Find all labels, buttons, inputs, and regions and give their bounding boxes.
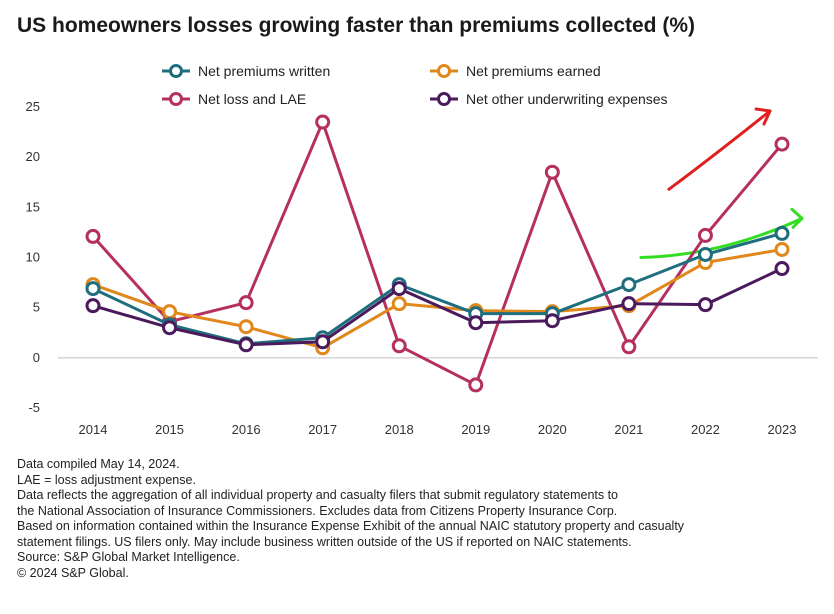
data-point bbox=[621, 339, 637, 355]
legend-entry: Net other underwriting expenses bbox=[430, 91, 668, 107]
y-tick-label: 0 bbox=[33, 350, 40, 365]
legend-swatch-marker bbox=[437, 64, 451, 78]
legend-entry: Net premiums earned bbox=[430, 63, 601, 79]
y-tick-label: 15 bbox=[26, 199, 40, 214]
data-point bbox=[774, 261, 790, 277]
data-point bbox=[238, 295, 254, 311]
data-point bbox=[162, 304, 178, 320]
note-source: Source: S&P Global Market Intelligence. bbox=[17, 550, 240, 564]
note-aggregation-2: the National Association of Insurance Co… bbox=[17, 503, 618, 518]
x-tick-label: 2014 bbox=[79, 422, 108, 437]
note-aggregation-1: Data reflects the aggregation of all ind… bbox=[17, 488, 619, 502]
x-tick-label: 2016 bbox=[232, 422, 261, 437]
x-tick-label: 2021 bbox=[614, 422, 643, 437]
legend-label: Net loss and LAE bbox=[198, 91, 306, 107]
legend-entry: Net loss and LAE bbox=[162, 91, 306, 107]
note-basis-1: Based on information contained within th… bbox=[17, 519, 685, 533]
data-point bbox=[697, 297, 713, 313]
data-point bbox=[315, 334, 331, 350]
data-point bbox=[391, 296, 407, 312]
series-group bbox=[85, 261, 790, 353]
y-tick-label: 10 bbox=[26, 250, 40, 265]
x-tick-label: 2022 bbox=[691, 422, 720, 437]
data-point bbox=[85, 298, 101, 314]
data-point bbox=[391, 338, 407, 354]
data-point bbox=[697, 227, 713, 243]
data-point bbox=[774, 136, 790, 152]
y-tick-label: 20 bbox=[26, 149, 40, 164]
x-tick-label: 2019 bbox=[461, 422, 490, 437]
data-point bbox=[621, 296, 637, 312]
x-tick-label: 2015 bbox=[155, 422, 184, 437]
data-point bbox=[774, 241, 790, 257]
legend-label: Net other underwriting expenses bbox=[466, 91, 668, 107]
chart-title: US homeowners losses growing faster than… bbox=[17, 14, 695, 37]
data-point bbox=[621, 277, 637, 293]
legend: Net premiums written Net premiums earned N… bbox=[162, 63, 668, 107]
x-tick-label: 2018 bbox=[385, 422, 414, 437]
x-tick-label: 2017 bbox=[308, 422, 337, 437]
data-point bbox=[391, 281, 407, 297]
red-arrow-shaft bbox=[667, 109, 772, 191]
data-point bbox=[774, 225, 790, 241]
legend-label: Net premiums earned bbox=[466, 63, 601, 79]
note-lae: LAE = loss adjustment expense. bbox=[17, 472, 196, 487]
data-point bbox=[85, 228, 101, 244]
data-point bbox=[544, 313, 560, 329]
legend-label: Net premiums written bbox=[198, 63, 330, 79]
legend-swatch-marker bbox=[169, 64, 183, 78]
x-tick-label: 2020 bbox=[538, 422, 567, 437]
data-point bbox=[697, 246, 713, 262]
data-point bbox=[468, 377, 484, 393]
series-group bbox=[85, 114, 790, 393]
note-basis-2: statement filings. US filers only. May i… bbox=[17, 534, 632, 549]
series-line bbox=[91, 120, 784, 387]
note-copyright: © 2024 S&P Global. bbox=[17, 565, 129, 580]
footnotes: Data compiled May 14, 2024. LAE = loss a… bbox=[17, 457, 817, 581]
data-point bbox=[162, 320, 178, 336]
y-tick-label: 5 bbox=[33, 300, 40, 315]
legend-swatch-marker bbox=[169, 92, 183, 106]
y-tick-label: 25 bbox=[26, 99, 40, 114]
x-tick-label: 2023 bbox=[768, 422, 797, 437]
green-arrow-head bbox=[790, 207, 804, 229]
legend-entry: Net premiums written bbox=[162, 63, 330, 79]
note-compiled: Data compiled May 14, 2024. bbox=[17, 457, 180, 471]
data-point bbox=[315, 114, 331, 130]
legend-swatch-marker bbox=[437, 92, 451, 106]
series-line bbox=[91, 231, 784, 346]
data-point bbox=[238, 319, 254, 335]
y-tick-label: -5 bbox=[28, 400, 40, 415]
data-point bbox=[238, 337, 254, 353]
data-point bbox=[85, 281, 101, 297]
red-arrow-head bbox=[754, 107, 772, 126]
series-layer bbox=[85, 114, 790, 393]
data-point bbox=[468, 315, 484, 331]
series-line bbox=[91, 267, 784, 347]
data-point bbox=[544, 164, 560, 180]
